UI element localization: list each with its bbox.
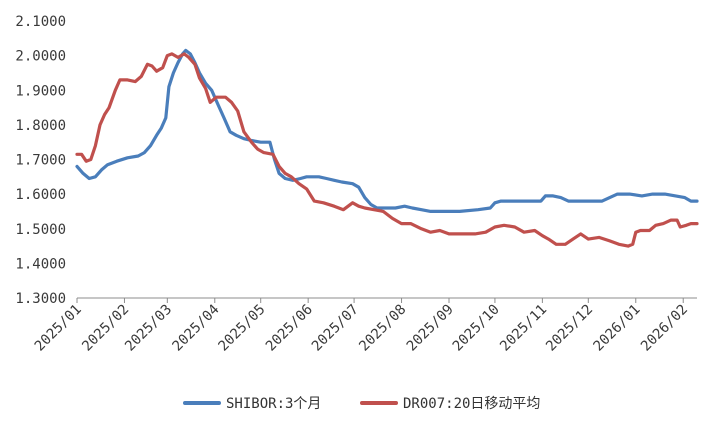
- y-tick-label: 2.0000: [15, 49, 66, 65]
- x-tick-label: 2025/10: [450, 302, 503, 355]
- x-tick-label: 2025/08: [356, 302, 409, 355]
- x-tick-label: 2026/01: [591, 302, 644, 355]
- y-tick-label: 2.1000: [15, 14, 66, 30]
- x-tick-label: 2025/05: [215, 302, 268, 355]
- y-tick-label: 1.8000: [15, 118, 66, 134]
- x-tick-label: 2025/12: [543, 302, 596, 355]
- legend: SHIBOR:3个月 DR007:20日移动平均: [183, 396, 540, 412]
- y-tick-label: 1.3000: [15, 291, 66, 307]
- x-tick-label: 2025/07: [309, 302, 362, 355]
- series-line-2: [75, 52, 699, 248]
- y-tick-label: 1.6000: [15, 187, 66, 203]
- y-tick-label: 1.5000: [15, 222, 66, 238]
- legend-label-1: SHIBOR:3个月: [226, 396, 321, 412]
- x-tick-label: 2025/01: [32, 302, 85, 355]
- y-axis-ticks: 1.3000 1.4000 1.5000 1.6000 1.7000 1.8000 1.90…: [15, 14, 66, 307]
- x-tick-label: 2025/03: [122, 302, 175, 355]
- x-tick-label: 2025/04: [170, 302, 223, 355]
- series-lines: [75, 48, 699, 248]
- y-tick-label: 1.7000: [15, 153, 66, 169]
- y-tick-label: 1.4000: [15, 256, 66, 272]
- x-tick-label: 2025/11: [497, 302, 550, 355]
- y-tick-label: 1.9000: [15, 83, 66, 99]
- series-line-1: [75, 48, 699, 213]
- x-tick-label: 2025/09: [404, 302, 457, 355]
- legend-label-2: DR007:20日移动平均: [403, 396, 540, 412]
- x-tick-label: 2025/06: [263, 302, 316, 355]
- x-axis-ticks: 2025/012025/022025/032025/042025/052025/…: [32, 298, 691, 355]
- x-tick-label: 2026/02: [638, 302, 691, 355]
